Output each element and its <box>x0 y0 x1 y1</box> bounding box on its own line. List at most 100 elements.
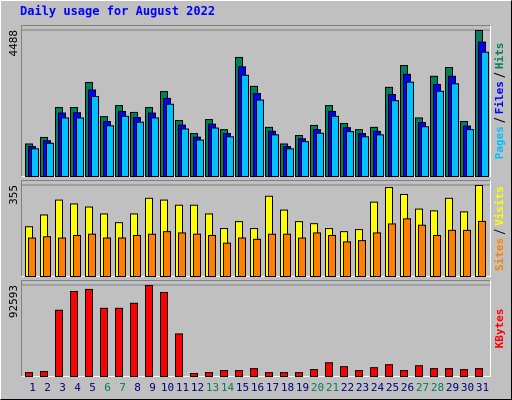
bar <box>316 132 324 177</box>
bar <box>253 238 261 277</box>
bar <box>133 234 141 277</box>
legend-separator <box>493 117 506 123</box>
x-tick-label: 14 <box>221 381 235 394</box>
bar <box>220 370 228 378</box>
bar <box>343 241 351 277</box>
bar <box>403 218 411 277</box>
bar <box>430 368 438 377</box>
bar <box>370 367 378 378</box>
bar <box>376 134 384 178</box>
bar <box>106 125 114 177</box>
x-tick-label: 22 <box>341 381 354 394</box>
bar <box>460 369 468 377</box>
x-tick-label: 24 <box>371 381 385 394</box>
bar <box>43 236 51 278</box>
bar <box>388 223 396 277</box>
x-tick-label: 2 <box>44 381 51 394</box>
bar <box>103 237 111 278</box>
legend: KBytes <box>493 309 506 349</box>
bar <box>40 371 48 378</box>
bar <box>148 233 156 277</box>
legend: KBytes <box>493 309 506 349</box>
bar <box>28 237 36 278</box>
bar <box>100 307 108 377</box>
bar <box>421 126 429 177</box>
bar <box>301 141 309 177</box>
bar <box>463 229 471 278</box>
bar <box>208 234 216 277</box>
bar <box>73 234 81 277</box>
legend-separator <box>493 229 506 235</box>
bar <box>283 233 291 277</box>
bar <box>238 237 246 278</box>
bar <box>328 234 336 277</box>
x-tick-label: 20 <box>311 381 324 394</box>
bar <box>406 81 414 177</box>
bar <box>400 370 408 378</box>
bar <box>226 136 234 177</box>
bar <box>265 372 273 377</box>
x-tick-label: 16 <box>251 381 264 394</box>
bar <box>295 372 303 377</box>
bar <box>448 229 456 278</box>
bar <box>178 232 186 277</box>
legend-separator <box>493 72 506 78</box>
bar <box>61 117 69 177</box>
x-tick-label: 7 <box>119 381 126 394</box>
x-tick-label: 28 <box>431 381 444 394</box>
bar <box>163 231 171 277</box>
bar <box>166 103 174 177</box>
bar <box>145 285 153 377</box>
bar <box>331 115 339 177</box>
x-tick-label: 31 <box>476 381 489 394</box>
bar <box>175 333 183 377</box>
bar <box>46 142 54 177</box>
bar <box>481 51 489 178</box>
bar <box>391 100 399 177</box>
bar <box>268 233 276 277</box>
x-tick-label: 5 <box>89 381 96 394</box>
panel <box>21 280 491 377</box>
x-tick-label: 12 <box>191 381 204 394</box>
x-tick-label: 23 <box>356 381 369 394</box>
x-tick-label: 3 <box>59 381 66 394</box>
bar <box>445 368 453 377</box>
x-tick-label: 26 <box>401 381 414 394</box>
x-tick-label: 27 <box>416 381 429 394</box>
bar <box>181 128 189 177</box>
bar <box>130 302 138 377</box>
bar <box>313 232 321 277</box>
bar <box>241 74 249 177</box>
legend-label: Sites <box>493 238 506 271</box>
y-tick-label: 4488 <box>7 30 20 57</box>
bar <box>136 121 144 177</box>
legend: Sites Visits <box>493 186 506 271</box>
bar <box>91 95 99 177</box>
bar <box>385 364 393 377</box>
bar <box>55 309 63 378</box>
bar <box>235 370 243 378</box>
legend: Pages Files Hits <box>493 43 506 160</box>
bar <box>418 224 426 277</box>
bar <box>115 307 123 377</box>
x-tick-label: 6 <box>104 381 111 394</box>
y-tick-label: 92593 <box>7 285 20 318</box>
bar <box>478 220 486 278</box>
bar <box>160 291 168 378</box>
x-tick-label: 29 <box>446 381 459 394</box>
bar <box>250 368 258 377</box>
x-tick-label: 25 <box>386 381 399 394</box>
x-tick-label: 8 <box>134 381 141 394</box>
x-tick-label: 19 <box>296 381 309 394</box>
x-tick-label: 21 <box>326 381 339 394</box>
legend-label: KBytes <box>493 309 506 349</box>
bar <box>346 131 354 177</box>
legend: Sites Visits <box>493 186 506 271</box>
x-tick-label: 15 <box>236 381 249 394</box>
bar <box>76 117 84 177</box>
bar <box>193 233 201 277</box>
bar <box>298 237 306 278</box>
x-tick-label: 4 <box>74 381 81 394</box>
